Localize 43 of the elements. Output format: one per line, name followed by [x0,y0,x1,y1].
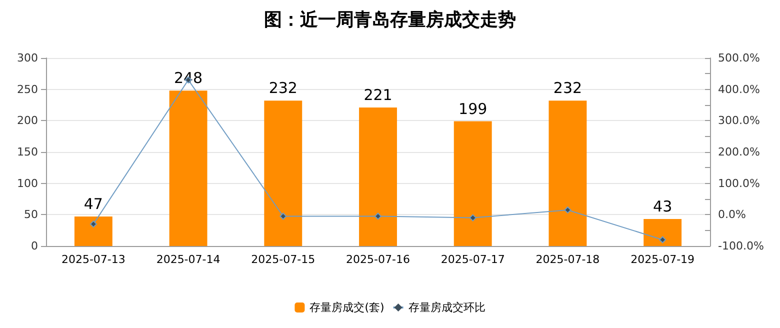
y-tick-label: 200 [17,114,38,128]
data-label: 232 [553,79,582,98]
bar [74,216,112,246]
y-tick-label: 300 [17,52,38,64]
bar [548,100,587,246]
y2-tick-label: 300.0% [718,114,760,128]
point [280,212,287,220]
y-tick-label: 50 [24,208,38,222]
y2-tick-label: 200.0% [718,146,760,158]
legend-label: 存量房成交环比 [408,301,486,314]
y-tick-label: 0 [31,240,38,252]
x-tick-label: 2025-07-13 [61,253,126,266]
point [564,206,572,214]
x-tick-label: 2025-07-19 [630,253,695,266]
x-tick-label: 2025-07-16 [346,253,410,266]
chart-title: 图：近一周青岛存量房成交走势 [264,10,516,30]
x-tick-label: 2025-07-18 [536,253,600,266]
point [90,220,97,228]
y2-tick-label: 0.0% [718,208,746,222]
point [469,214,476,222]
data-label: 43 [653,198,672,216]
data-label: 232 [268,79,298,98]
bar [264,100,302,246]
x-tick-label: 2025-07-15 [251,253,316,266]
data-label: 221 [364,86,392,104]
y2-tick-label: 100.0% [718,176,760,190]
y2-tick-label: -100.0% [718,240,764,252]
bar [644,219,682,246]
bar [359,108,397,246]
y2-tick-label: 500.0% [718,52,760,64]
x-tick-label: 2025-07-14 [156,253,220,266]
bar [454,121,492,246]
legend-label: 存量房成交(套) [310,301,384,314]
point [659,236,666,244]
y-tick-label: 150 [17,146,38,158]
y2-tick-label: 400.0% [718,82,760,96]
data-label: 47 [84,195,103,214]
data-label: 199 [458,100,488,118]
bar [169,90,208,246]
point [374,212,382,220]
y-tick-label: 100 [17,176,38,190]
x-tick-label: 2025-07-17 [440,253,505,266]
y-tick-label: 250 [17,82,38,96]
